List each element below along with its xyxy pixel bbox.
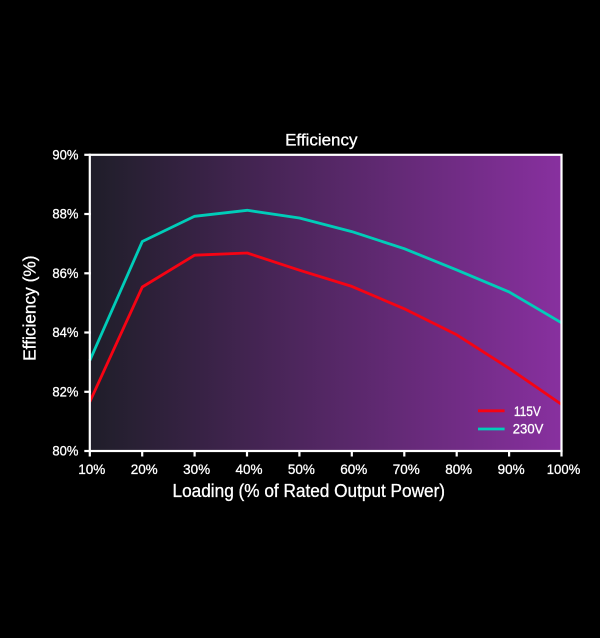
svg-text:60%: 60% [340,461,367,477]
svg-text:10%: 10% [78,461,105,477]
svg-text:Loading (% of Rated Output Pow: Loading (% of Rated Output Power) [173,481,446,501]
svg-text:20%: 20% [131,461,158,477]
svg-text:86%: 86% [52,265,78,281]
svg-text:50%: 50% [288,461,315,477]
svg-text:Efficiency (%): Efficiency (%) [19,256,39,361]
svg-text:230V: 230V [513,421,544,437]
svg-text:90%: 90% [52,146,78,162]
svg-text:40%: 40% [236,461,263,477]
svg-text:80%: 80% [52,443,78,459]
svg-text:90%: 90% [498,461,525,477]
svg-text:Efficiency: Efficiency [285,130,358,149]
svg-text:80%: 80% [445,461,472,477]
svg-text:70%: 70% [393,461,420,477]
svg-text:88%: 88% [52,206,78,222]
svg-text:30%: 30% [183,461,210,477]
svg-text:115V: 115V [514,403,542,419]
svg-text:100%: 100% [547,461,581,477]
svg-text:84%: 84% [52,324,78,340]
svg-text:82%: 82% [52,383,78,399]
